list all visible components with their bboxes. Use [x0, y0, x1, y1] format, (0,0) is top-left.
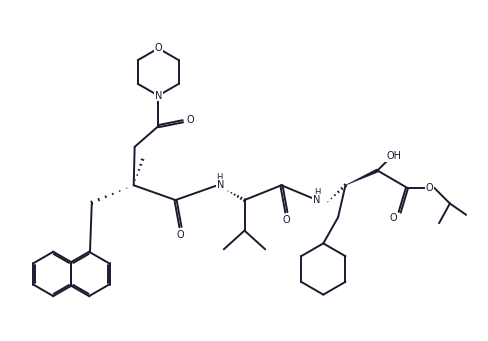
Text: H: H — [216, 173, 222, 182]
Text: OH: OH — [386, 151, 401, 161]
Text: N: N — [313, 195, 320, 205]
Polygon shape — [345, 169, 377, 185]
Text: O: O — [389, 213, 397, 223]
Text: N: N — [216, 180, 224, 190]
Text: O: O — [186, 115, 194, 125]
Text: O: O — [425, 183, 432, 193]
Text: O: O — [154, 43, 162, 53]
Text: O: O — [176, 229, 184, 239]
Text: H: H — [313, 188, 320, 197]
Text: O: O — [282, 215, 289, 225]
Text: N: N — [154, 91, 162, 101]
